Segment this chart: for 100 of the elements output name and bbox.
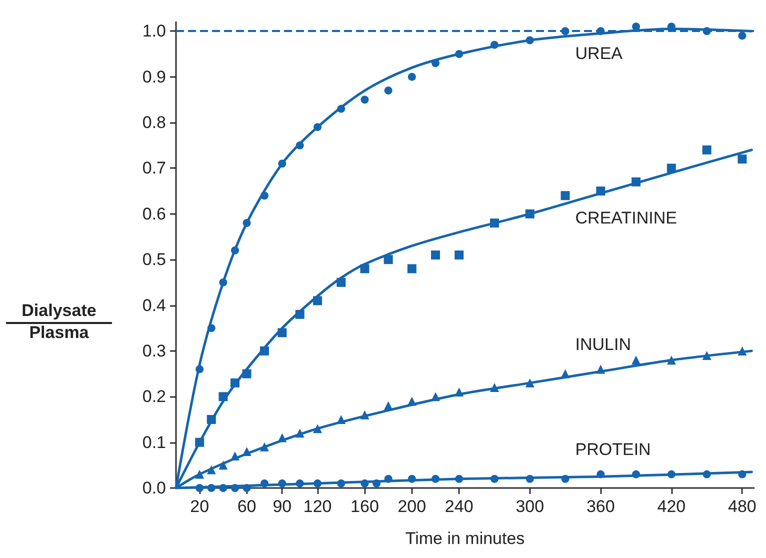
- point: [702, 470, 711, 478]
- x-tick-label: 90: [272, 497, 292, 516]
- y-tick-label: 0.8: [142, 113, 166, 132]
- point: [561, 474, 570, 483]
- point: [667, 470, 676, 478]
- point: [230, 378, 240, 388]
- point: [432, 474, 440, 483]
- series-label: INULIN: [575, 334, 631, 354]
- point: [219, 278, 228, 286]
- point: [296, 141, 304, 150]
- point: [278, 328, 287, 338]
- point: [702, 145, 712, 154]
- point: [408, 72, 416, 81]
- point: [206, 414, 216, 424]
- point: [218, 460, 228, 470]
- point: [384, 474, 392, 483]
- point: [738, 346, 747, 356]
- point: [219, 484, 228, 492]
- x-tick-label: 160: [350, 497, 379, 516]
- point: [408, 474, 416, 483]
- point: [738, 470, 746, 478]
- x-tick-label: 120: [303, 497, 332, 516]
- point: [360, 264, 370, 274]
- point: [384, 86, 392, 95]
- y-tick-label: 0.2: [142, 387, 166, 406]
- point: [218, 392, 228, 402]
- point: [337, 104, 346, 113]
- point: [596, 186, 606, 196]
- point: [407, 396, 416, 406]
- x-axis-title: Time in minutes: [405, 529, 525, 548]
- point: [230, 246, 239, 254]
- point: [207, 324, 216, 332]
- point: [666, 356, 676, 365]
- y-tick-label: 0.0: [142, 478, 166, 498]
- point: [526, 36, 534, 44]
- y-tick-label: 0.6: [142, 204, 166, 224]
- point: [490, 40, 498, 49]
- point: [525, 209, 534, 218]
- point: [490, 474, 498, 483]
- point: [336, 278, 346, 287]
- point: [560, 369, 570, 378]
- point: [336, 414, 346, 424]
- point: [431, 250, 440, 260]
- x-tick-label: 240: [444, 497, 474, 516]
- point: [407, 264, 416, 274]
- point: [242, 446, 252, 456]
- y-tick-label: 1.0: [142, 22, 166, 41]
- point: [738, 154, 747, 164]
- point: [454, 250, 464, 260]
- point: [260, 192, 268, 200]
- point: [455, 50, 464, 58]
- point: [195, 470, 204, 479]
- x-tick-label: 300: [516, 497, 544, 516]
- y-tick-label: 0.5: [142, 250, 166, 270]
- point: [337, 479, 346, 488]
- point: [432, 59, 440, 68]
- point: [260, 346, 269, 356]
- y-tick-label: 0.3: [142, 341, 166, 360]
- point: [278, 433, 287, 442]
- point: [455, 474, 464, 483]
- point: [206, 465, 216, 474]
- point: [313, 424, 322, 434]
- point: [278, 160, 286, 168]
- point: [490, 218, 499, 228]
- series-label: CREATININE: [575, 208, 677, 228]
- point: [278, 479, 286, 488]
- point: [207, 484, 216, 492]
- x-tick-label: 420: [657, 497, 686, 516]
- point: [490, 382, 499, 392]
- point: [632, 356, 641, 365]
- y-axis-title: Dialysate Plasma: [6, 300, 112, 344]
- point: [632, 177, 641, 186]
- x-tick-label: 20: [190, 497, 210, 516]
- x-tick-label: 200: [398, 497, 426, 516]
- point: [525, 378, 534, 388]
- point: [596, 470, 605, 478]
- point: [260, 442, 269, 452]
- point: [196, 365, 204, 374]
- point: [242, 484, 251, 492]
- point: [196, 484, 204, 492]
- point: [260, 479, 268, 488]
- series-label: PROTEIN: [575, 440, 651, 459]
- point: [295, 310, 304, 319]
- point: [431, 392, 440, 402]
- point: [242, 219, 251, 228]
- point: [230, 452, 240, 461]
- point: [454, 388, 464, 397]
- point: [296, 479, 304, 488]
- point: [360, 479, 369, 488]
- point: [314, 479, 322, 488]
- point: [560, 191, 570, 200]
- point: [596, 364, 606, 374]
- y-tick-label: 0.4: [142, 296, 166, 315]
- point: [195, 438, 204, 447]
- series-label: UREA: [575, 44, 624, 64]
- point: [666, 164, 676, 173]
- point: [372, 479, 381, 488]
- point: [738, 32, 746, 40]
- point: [526, 474, 534, 483]
- x-tick-label: 360: [586, 497, 615, 516]
